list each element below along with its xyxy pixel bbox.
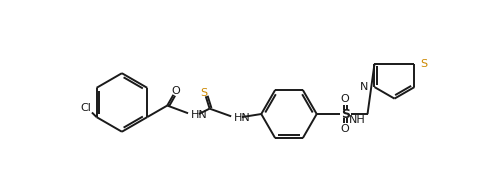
Text: S: S bbox=[420, 59, 427, 69]
Text: O: O bbox=[171, 86, 180, 96]
Text: HN: HN bbox=[191, 110, 208, 120]
Text: S: S bbox=[199, 88, 207, 98]
Text: Cl: Cl bbox=[80, 103, 91, 113]
Text: O: O bbox=[340, 94, 349, 104]
Text: N: N bbox=[359, 82, 367, 92]
Text: HN: HN bbox=[234, 113, 251, 123]
Text: NH: NH bbox=[348, 115, 365, 125]
Text: O: O bbox=[340, 124, 349, 134]
Text: S: S bbox=[340, 108, 349, 120]
